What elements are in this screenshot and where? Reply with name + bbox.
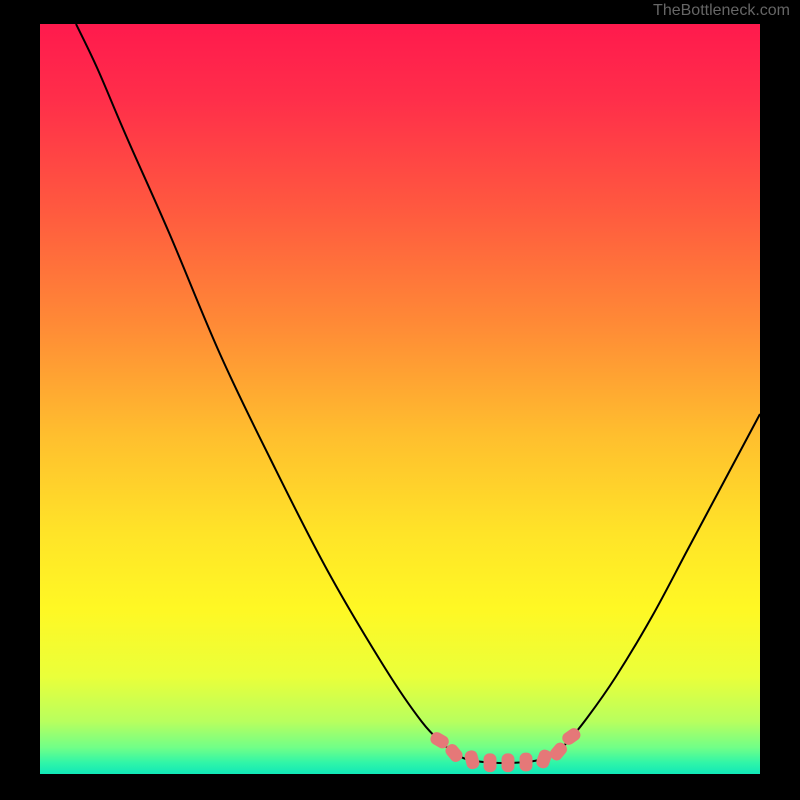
valley-marker: [484, 753, 497, 772]
watermark: TheBottleneck.com: [653, 2, 790, 20]
bottleneck-curve: [76, 24, 760, 763]
valley-marker: [463, 749, 480, 770]
plot-area: [40, 24, 760, 774]
valley-marker: [520, 753, 533, 772]
chart-svg: [40, 24, 760, 774]
valley-marker: [502, 753, 515, 772]
marker-group: [428, 726, 583, 772]
